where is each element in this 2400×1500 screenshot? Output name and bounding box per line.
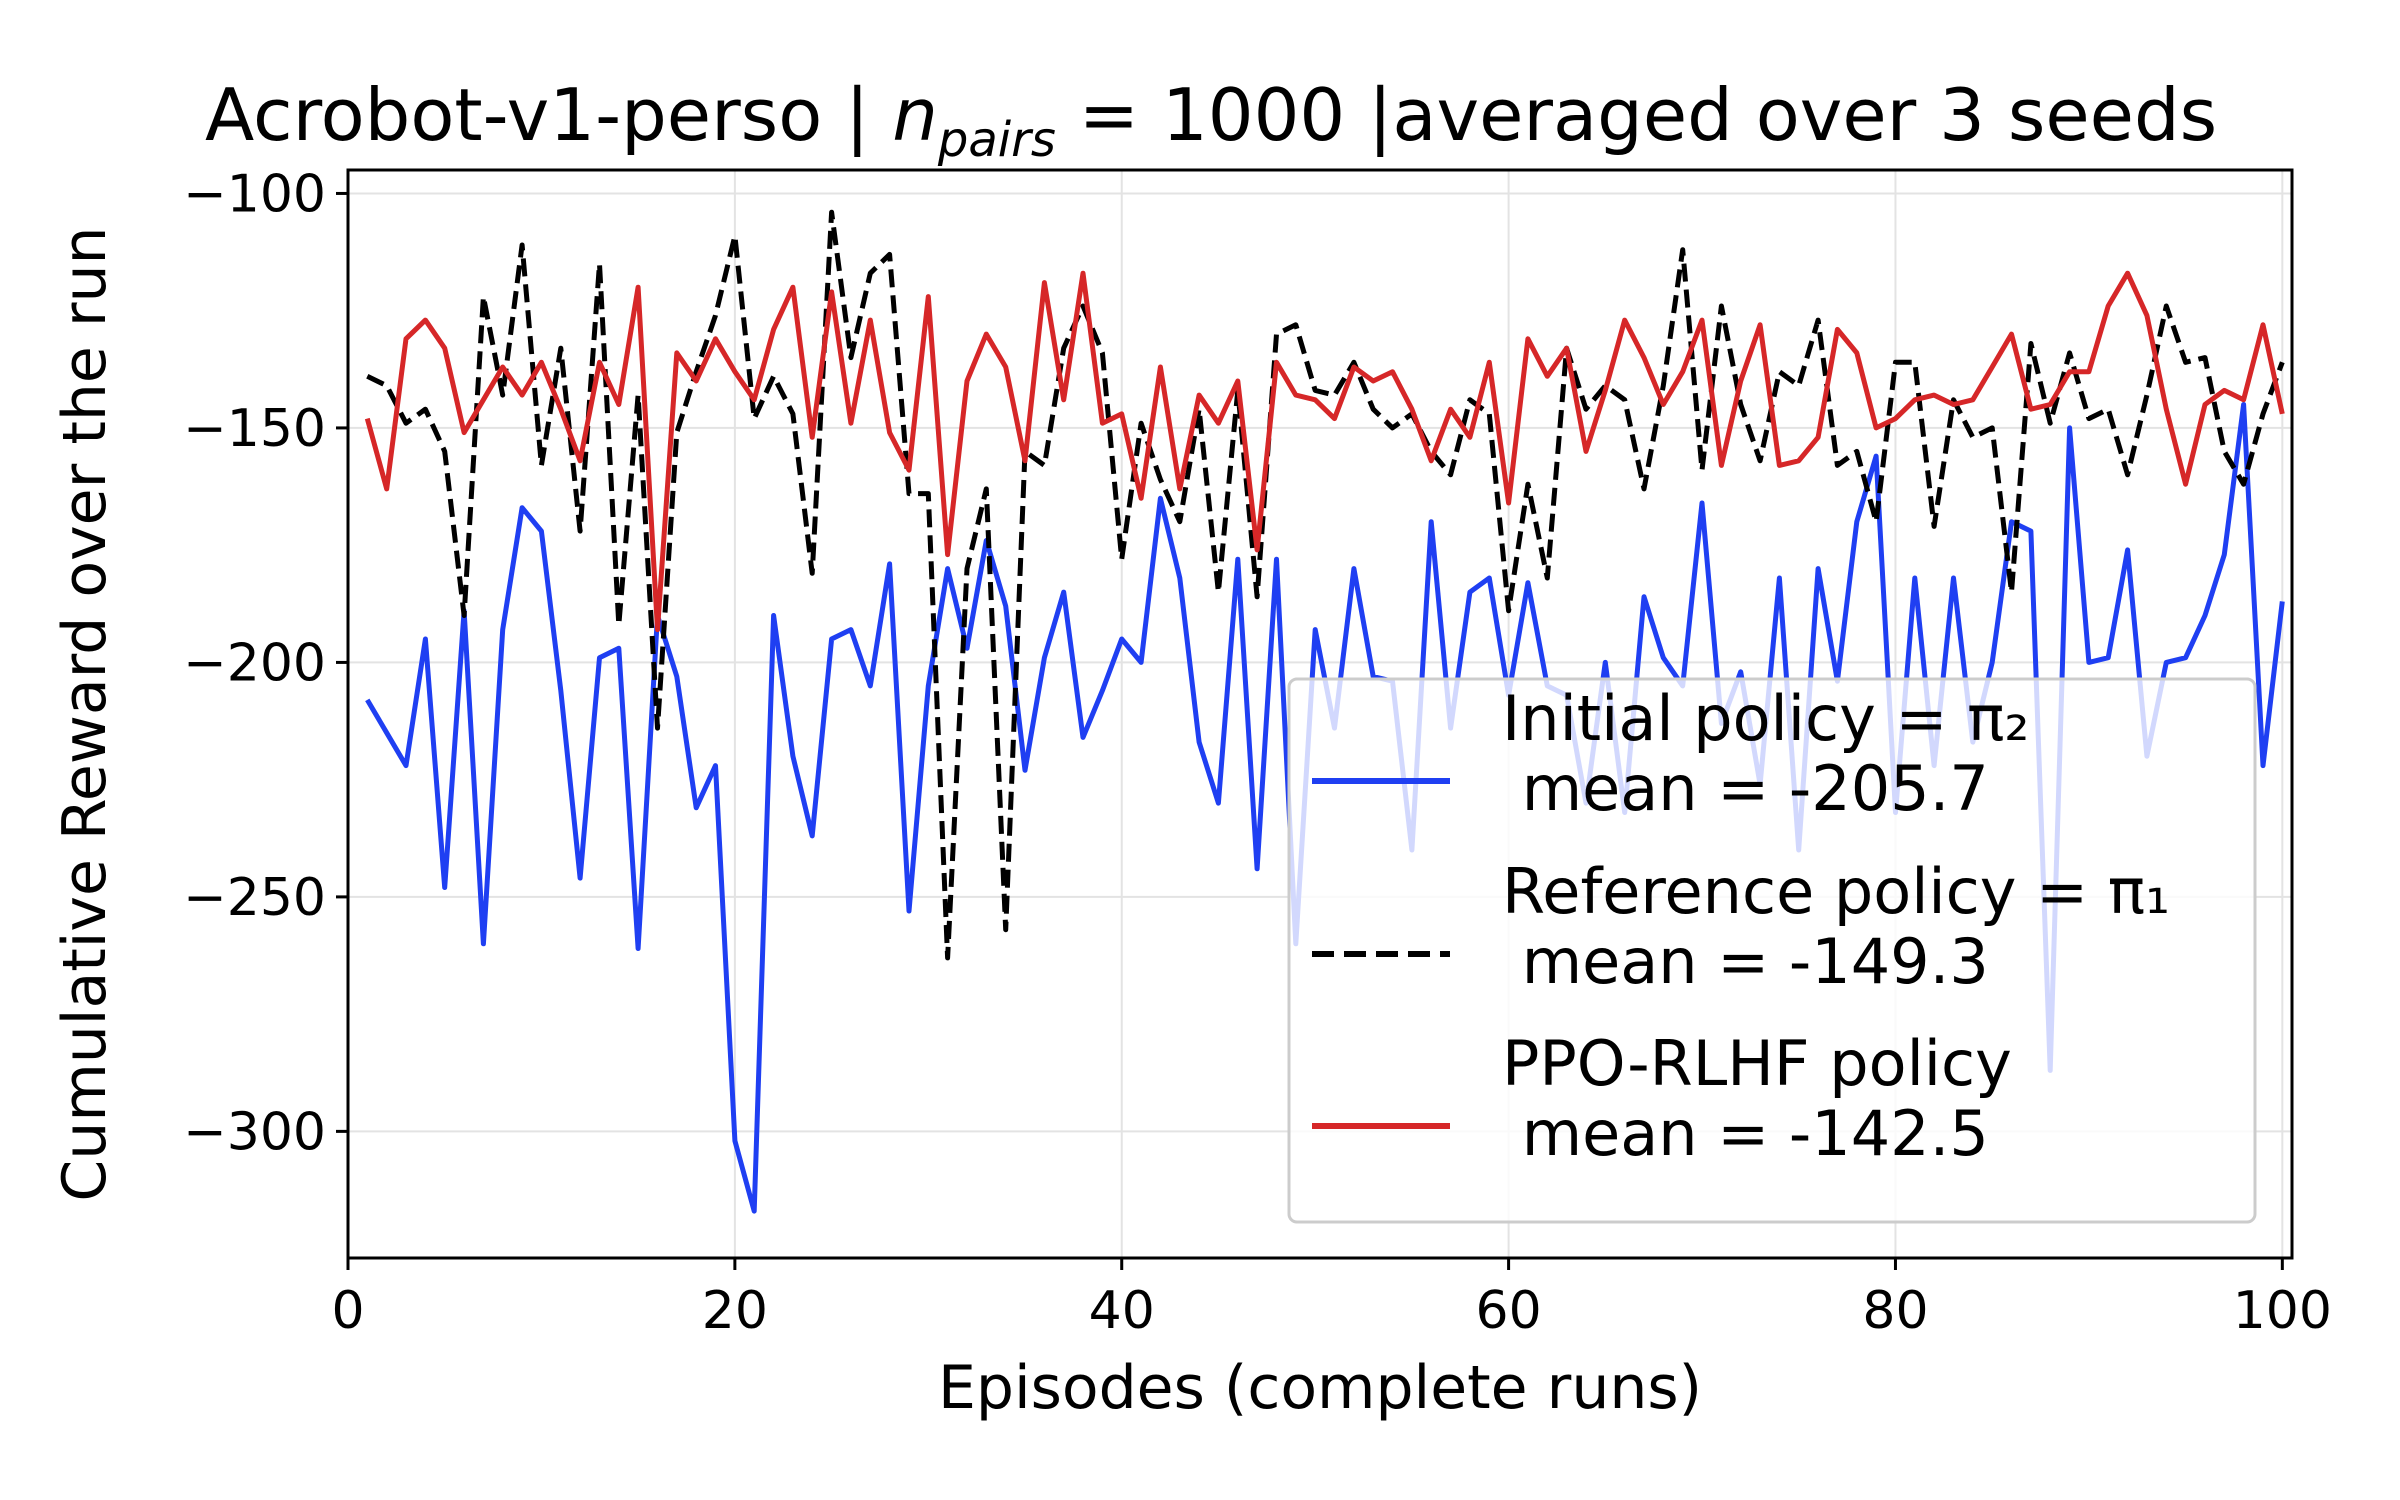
- x-tick-label: 20: [702, 1281, 768, 1341]
- x-axis-ticks: 0 20 40 60 80 100: [331, 1258, 2332, 1341]
- x-tick-label: 40: [1089, 1281, 1155, 1341]
- legend-label-1: Initial policy = π₂: [1502, 682, 2029, 755]
- legend: Initial policy = π₂ mean = -205.7 Referen…: [1287, 677, 2257, 1224]
- y-tick-label: −250: [183, 868, 326, 928]
- y-axis-label: Cumulative Reward over the run: [50, 226, 120, 1201]
- x-tick-label: 100: [2233, 1281, 2332, 1341]
- x-tick-label: 80: [1862, 1281, 1928, 1341]
- legend-label-2: Reference policy = π₁: [1502, 855, 2170, 928]
- series-line-3: [364, 270, 2285, 633]
- x-tick-label: 60: [1476, 1281, 1542, 1341]
- y-tick-label: −300: [183, 1102, 326, 1162]
- series-line-2: [366, 209, 2285, 961]
- legend-label-3: PPO-RLHF policy: [1502, 1027, 2012, 1100]
- legend-mean-3: mean = -142.5: [1502, 1097, 1989, 1170]
- x-axis-label: Episodes (complete runs): [938, 1353, 1702, 1423]
- y-tick-label: −150: [183, 399, 326, 459]
- legend-mean-1: mean = -205.7: [1502, 752, 1989, 825]
- y-tick-label: −100: [183, 164, 326, 224]
- y-axis-ticks: −300 −250 −200 −150 −100: [183, 164, 348, 1162]
- plot-frame: [346, 168, 2294, 1260]
- legend-box: [1287, 677, 2257, 1224]
- legend-mean-2: mean = -149.3: [1502, 925, 1989, 998]
- x-tick-label: 0: [331, 1281, 364, 1341]
- y-tick-label: −200: [183, 633, 326, 693]
- chart-title: Acrobot-v1-perso | npairs = 1000 |averag…: [205, 73, 2217, 168]
